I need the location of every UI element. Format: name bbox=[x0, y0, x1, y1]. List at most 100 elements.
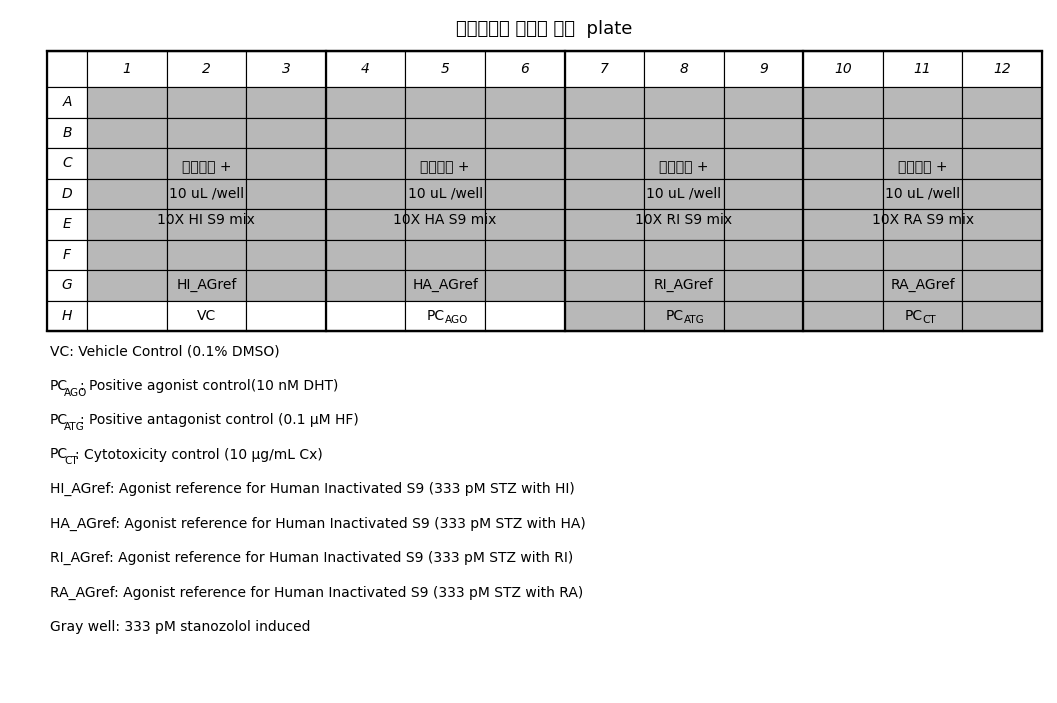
Bar bbox=[246, 179, 326, 209]
Bar bbox=[724, 209, 803, 240]
Text: 4: 4 bbox=[361, 62, 370, 76]
Bar bbox=[883, 209, 963, 240]
Bar bbox=[47, 270, 87, 300]
Bar bbox=[803, 209, 883, 240]
Bar bbox=[724, 240, 803, 270]
Text: HI_AGref: HI_AGref bbox=[177, 278, 237, 292]
Text: H: H bbox=[61, 309, 72, 323]
Bar bbox=[803, 300, 883, 331]
Bar bbox=[326, 148, 405, 179]
Bar bbox=[883, 270, 963, 300]
Bar bbox=[47, 51, 1042, 331]
Bar bbox=[485, 270, 564, 300]
Bar bbox=[246, 117, 326, 148]
Bar bbox=[644, 87, 724, 117]
Text: A: A bbox=[62, 95, 72, 109]
Bar bbox=[47, 51, 87, 87]
Bar bbox=[405, 117, 485, 148]
Bar bbox=[326, 179, 405, 209]
Bar bbox=[167, 270, 246, 300]
Text: AGO: AGO bbox=[64, 387, 88, 397]
Bar bbox=[485, 117, 564, 148]
Text: PC: PC bbox=[427, 309, 445, 323]
Bar bbox=[963, 87, 1042, 117]
Bar bbox=[87, 117, 167, 148]
Text: HI_AGref: Agonist reference for Human Inactivated S9 (333 pM STZ with HI): HI_AGref: Agonist reference for Human In… bbox=[50, 482, 575, 496]
Bar bbox=[564, 148, 644, 179]
Text: CT: CT bbox=[64, 456, 78, 467]
Bar bbox=[883, 179, 963, 209]
Bar bbox=[803, 87, 883, 117]
Bar bbox=[883, 117, 963, 148]
Text: C: C bbox=[62, 156, 72, 170]
Text: 2: 2 bbox=[202, 62, 210, 76]
Bar bbox=[47, 179, 87, 209]
Text: 시험물질을 첨가한 분석  plate: 시험물질을 첨가한 분석 plate bbox=[457, 20, 633, 38]
Text: RA_AGref: Agonist reference for Human Inactivated S9 (333 pM STZ with RA): RA_AGref: Agonist reference for Human In… bbox=[50, 586, 583, 600]
Bar bbox=[883, 300, 963, 331]
Bar bbox=[485, 209, 564, 240]
Bar bbox=[644, 300, 724, 331]
Text: : Cytotoxicity control (10 μg/mL Cx): : Cytotoxicity control (10 μg/mL Cx) bbox=[75, 448, 322, 461]
Bar bbox=[803, 148, 883, 179]
Text: RA_AGref: RA_AGref bbox=[890, 278, 954, 292]
Bar bbox=[724, 51, 803, 87]
Bar bbox=[803, 51, 883, 87]
Bar bbox=[644, 270, 724, 300]
Text: 3: 3 bbox=[281, 62, 291, 76]
Bar bbox=[963, 148, 1042, 179]
Bar bbox=[883, 240, 963, 270]
Bar bbox=[883, 87, 963, 117]
Text: HA_AGref: HA_AGref bbox=[412, 278, 478, 292]
Bar bbox=[326, 117, 405, 148]
Bar bbox=[724, 300, 803, 331]
Bar bbox=[47, 117, 87, 148]
Bar bbox=[246, 148, 326, 179]
Bar bbox=[644, 240, 724, 270]
Text: 시험물질 +
10 uL /well
10X RA S9 mix: 시험물질 + 10 uL /well 10X RA S9 mix bbox=[872, 161, 973, 227]
Bar bbox=[485, 300, 564, 331]
Text: VC: Vehicle Control (0.1% DMSO): VC: Vehicle Control (0.1% DMSO) bbox=[50, 344, 280, 358]
Bar bbox=[47, 209, 87, 240]
Bar bbox=[405, 51, 485, 87]
Text: Gray well: 333 pM stanozolol induced: Gray well: 333 pM stanozolol induced bbox=[50, 620, 311, 634]
Bar bbox=[167, 240, 246, 270]
Bar bbox=[564, 51, 644, 87]
Text: E: E bbox=[62, 217, 72, 231]
Bar bbox=[564, 179, 644, 209]
Bar bbox=[87, 179, 167, 209]
Bar bbox=[87, 209, 167, 240]
Bar bbox=[246, 209, 326, 240]
Bar bbox=[326, 240, 405, 270]
Bar bbox=[644, 209, 724, 240]
Text: 5: 5 bbox=[441, 62, 449, 76]
Bar bbox=[246, 51, 326, 87]
Bar bbox=[485, 87, 564, 117]
Bar bbox=[87, 270, 167, 300]
Bar bbox=[564, 300, 644, 331]
Bar bbox=[963, 300, 1042, 331]
Text: 10: 10 bbox=[834, 62, 852, 76]
Text: VC: VC bbox=[197, 309, 216, 323]
Text: PC: PC bbox=[50, 448, 68, 461]
Bar bbox=[405, 270, 485, 300]
Text: B: B bbox=[62, 126, 72, 140]
Text: HA_AGref: Agonist reference for Human Inactivated S9 (333 pM STZ with HA): HA_AGref: Agonist reference for Human In… bbox=[50, 517, 586, 531]
Text: : Positive antagonist control (0.1 μM HF): : Positive antagonist control (0.1 μM HF… bbox=[80, 413, 358, 427]
Text: 6: 6 bbox=[520, 62, 530, 76]
Bar bbox=[644, 148, 724, 179]
Bar bbox=[564, 117, 644, 148]
Bar bbox=[326, 209, 405, 240]
Bar bbox=[644, 179, 724, 209]
Bar bbox=[405, 148, 485, 179]
Bar bbox=[963, 51, 1042, 87]
Text: AGO: AGO bbox=[445, 315, 468, 325]
Bar bbox=[326, 87, 405, 117]
Text: CT: CT bbox=[923, 315, 937, 325]
Bar bbox=[803, 117, 883, 148]
Text: PC: PC bbox=[50, 413, 68, 427]
Text: : Positive agonist control(10 nM DHT): : Positive agonist control(10 nM DHT) bbox=[80, 378, 338, 392]
Bar bbox=[47, 300, 87, 331]
Bar bbox=[405, 179, 485, 209]
Bar bbox=[87, 240, 167, 270]
